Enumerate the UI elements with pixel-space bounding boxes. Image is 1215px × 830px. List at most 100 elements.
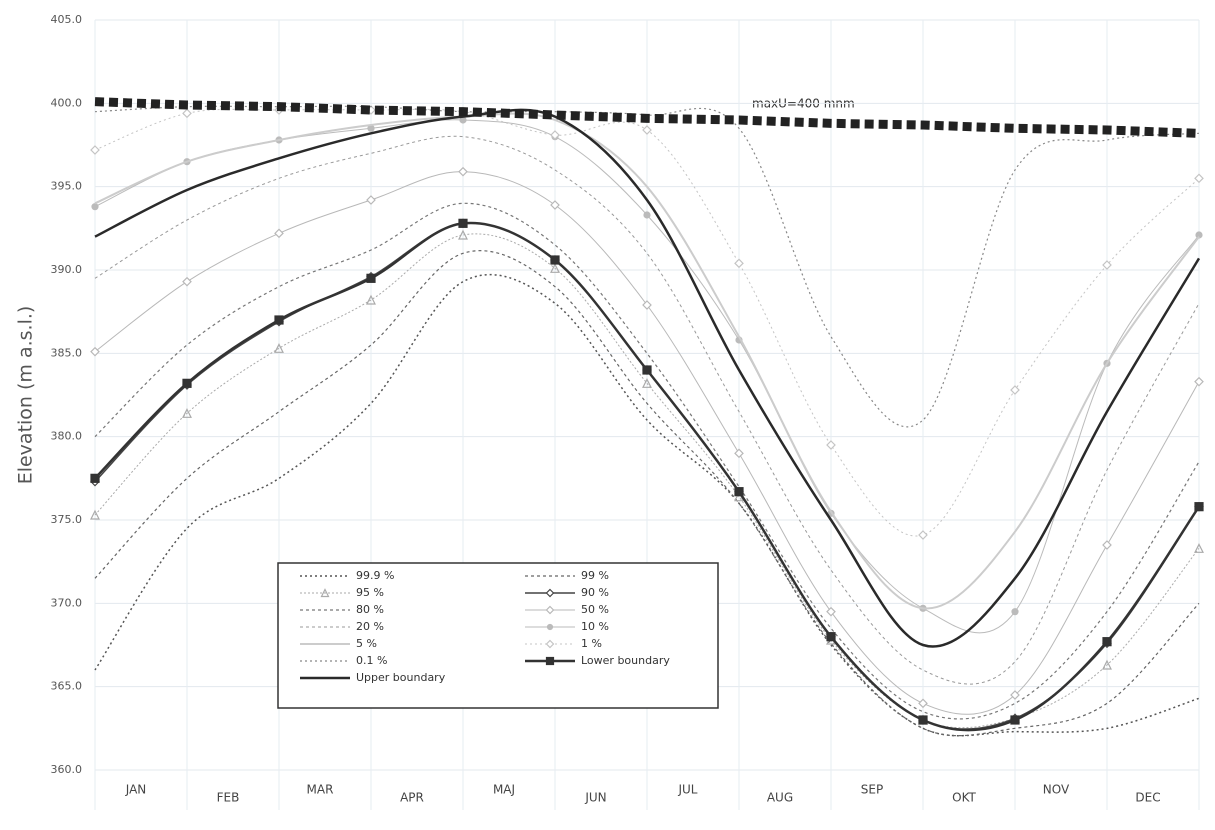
legend-label: 0.1 % <box>356 654 387 667</box>
marker-square <box>366 273 376 283</box>
marker-triangle <box>182 407 192 418</box>
marker-diamond <box>274 228 284 239</box>
marker-triangle <box>274 342 284 353</box>
marker-diamond <box>642 300 652 310</box>
y-tick-label: 390.0 <box>51 263 83 276</box>
marker-triangle <box>1102 659 1112 670</box>
marker-diamond <box>182 108 192 119</box>
marker-square <box>545 656 555 666</box>
legend-label: 99 % <box>581 569 609 582</box>
series-line <box>94 273 1200 737</box>
marker-triangle <box>550 262 560 273</box>
legend-label: Lower boundary <box>581 654 670 667</box>
marker-diamond <box>1194 376 1204 387</box>
marker-diamond <box>550 130 560 140</box>
marker-square <box>182 378 192 388</box>
x-tick-label: FEB <box>217 791 240 805</box>
marker-diamond <box>182 276 192 287</box>
series-line <box>94 97 1200 138</box>
marker-square <box>918 715 928 725</box>
marker-square <box>642 365 652 375</box>
legend-label: 20 % <box>356 620 384 633</box>
marker-diamond <box>918 698 928 709</box>
marker-square <box>826 632 836 642</box>
series-line <box>94 112 1200 610</box>
x-tick-label: JUL <box>677 783 697 797</box>
marker-diamond <box>366 195 376 205</box>
marker-diamond <box>734 448 744 459</box>
marker-square <box>90 473 100 483</box>
marker-square <box>1194 502 1204 512</box>
legend-label: 5 % <box>356 637 377 650</box>
marker-diamond <box>734 258 744 269</box>
marker-square <box>274 315 284 325</box>
x-tick-label: DEC <box>1135 791 1160 805</box>
x-tick-label: JAN <box>125 783 147 797</box>
y-tick-label: 395.0 <box>51 180 83 193</box>
y-tick-label: 385.0 <box>51 346 83 359</box>
x-tick-label: NOV <box>1043 783 1070 797</box>
marker-diamond <box>458 166 468 177</box>
legend-label: 80 % <box>356 603 384 616</box>
y-tick-label: 380.0 <box>51 430 83 443</box>
marker-circle <box>91 203 99 211</box>
marker-square <box>1102 637 1112 647</box>
y-tick-label: 360.0 <box>51 763 83 776</box>
marker-square <box>734 487 744 497</box>
series-line <box>94 135 1200 685</box>
marker-diamond <box>1010 385 1020 395</box>
marker-diamond <box>826 606 836 617</box>
y-tick-label: 405.0 <box>51 13 83 26</box>
marker-diamond <box>90 145 100 155</box>
marker-diamond <box>550 200 560 210</box>
legend: 99.9 % 99 % 95 % 90 % 80 % 50 % 20 % 10 % 5 % 1 %… <box>277 562 719 709</box>
y-tick-label: 400.0 <box>51 96 83 109</box>
legend-label: 10 % <box>581 620 609 633</box>
marker-diamond <box>826 440 836 450</box>
marker-diamond <box>90 346 100 357</box>
marker-diamond <box>545 588 555 598</box>
marker-triangle <box>642 377 652 388</box>
marker-square <box>550 255 560 265</box>
series-line <box>94 171 1200 715</box>
series-line <box>94 108 1200 537</box>
series-line <box>94 108 1201 648</box>
x-tick-label: AUG <box>767 791 793 805</box>
marker-diamond <box>642 125 652 135</box>
marker-circle <box>546 623 554 631</box>
x-tick-label: MAR <box>307 783 334 797</box>
series-line <box>94 250 1200 737</box>
y-tick-label: 365.0 <box>51 680 83 693</box>
legend-box <box>277 562 719 709</box>
marker-triangle <box>1194 542 1204 553</box>
marker-diamond <box>1102 260 1112 270</box>
legend-label: 99.9 % <box>356 569 394 582</box>
marker-circle <box>1011 608 1019 616</box>
y-tick-label: 370.0 <box>51 596 83 609</box>
marker-diamond <box>1194 173 1204 184</box>
legend-label: 90 % <box>581 586 609 599</box>
legend-label: 95 % <box>356 586 384 599</box>
x-tick-label: APR <box>400 791 424 805</box>
y-axis-label: Elevation (m a.s.l.) <box>15 306 37 485</box>
marker-diamond <box>1102 540 1112 550</box>
marker-circle <box>643 211 651 219</box>
marker-diamond <box>545 605 555 615</box>
marker-triangle <box>366 294 376 305</box>
x-tick-label: OKT <box>952 791 976 805</box>
marker-triangle <box>458 229 468 240</box>
marker-diamond <box>1010 690 1020 700</box>
marker-triangle <box>320 588 330 598</box>
y-tick-label: 375.0 <box>51 513 83 526</box>
legend-label: 50 % <box>581 603 609 616</box>
legend-label: 1 % <box>581 637 602 650</box>
x-tick-label: JUN <box>584 791 606 805</box>
marker-diamond <box>545 639 555 649</box>
legend-label: Upper boundary <box>356 671 446 684</box>
marker-diamond <box>918 530 928 540</box>
marker-triangle <box>90 509 100 520</box>
marker-square <box>1010 715 1020 725</box>
x-tick-label: MAJ <box>493 783 515 797</box>
